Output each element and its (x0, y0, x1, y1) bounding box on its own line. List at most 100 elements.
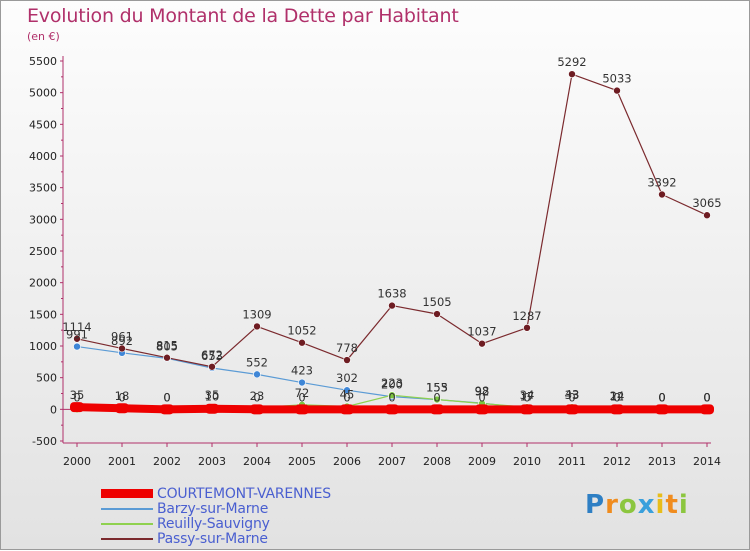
chart-title: Evolution du Montant de la Dette par Hab… (27, 5, 459, 27)
data-label: 0 (163, 390, 170, 404)
data-label: 0 (703, 390, 710, 404)
legend-swatch (101, 537, 153, 540)
series-marker (70, 402, 84, 413)
data-label: 0 (523, 390, 530, 404)
y-tick-label: 2000 (29, 277, 57, 290)
data-label: 34 (520, 388, 535, 402)
legend-item: Barzy-sur-Marne (101, 500, 331, 517)
data-label: 0 (613, 390, 620, 404)
x-tick-label: 2013 (648, 455, 676, 468)
series-marker (385, 404, 399, 415)
series-marker (163, 353, 171, 362)
data-label: 10 (205, 390, 220, 404)
series-marker (433, 395, 441, 404)
series-marker (523, 324, 531, 332)
x-tick-label: 2000 (63, 455, 91, 468)
series-marker (340, 404, 354, 415)
series-marker (343, 386, 351, 395)
series-line (76, 73, 708, 368)
x-tick-label: 2006 (333, 455, 361, 468)
series-marker (433, 310, 441, 318)
legend-swatch (101, 489, 153, 498)
data-label: 0 (388, 390, 395, 404)
data-label: 1114 (62, 320, 91, 334)
y-tick-label: 2500 (29, 245, 57, 258)
data-label: 0 (253, 390, 260, 404)
series-marker (118, 344, 126, 353)
data-label: 302 (336, 371, 358, 385)
series-marker (298, 378, 306, 387)
data-label: 0 (658, 390, 665, 404)
data-label: 17 (520, 389, 535, 403)
y-tick-label: 1500 (29, 308, 57, 321)
data-label: 24 (610, 389, 625, 403)
x-tick-label: 2005 (288, 455, 316, 468)
series-lines (76, 73, 708, 414)
data-label: 43 (565, 388, 580, 402)
data-label: 98 (475, 384, 490, 398)
legend-label: COURTEMONT-VARENNES (157, 485, 331, 502)
data-label: 0 (433, 390, 440, 404)
data-label: 35 (70, 388, 85, 402)
data-label: 0 (343, 390, 350, 404)
series-marker (703, 211, 711, 220)
y-tick-label: 3500 (29, 182, 57, 195)
data-label: 0 (703, 390, 710, 404)
data-label: 92 (475, 385, 490, 399)
series-marker (115, 403, 129, 414)
series-marker (253, 322, 261, 331)
series-marker (73, 342, 81, 351)
series-marker (73, 334, 81, 343)
series-marker (160, 404, 174, 415)
x-tick-label: 2004 (243, 455, 271, 468)
data-label: 0 (568, 390, 575, 404)
series-marker (520, 404, 534, 415)
data-label: 0 (298, 390, 305, 404)
data-label: 1505 (422, 295, 451, 309)
series-marker (658, 190, 666, 199)
data-label: 33 (565, 388, 580, 402)
series-marker (343, 356, 351, 364)
data-label: 423 (291, 364, 313, 378)
x-tick-label: 2003 (198, 455, 226, 468)
x-tick-labels: 2000 2001 2002 2003 2004 2005 2006 2007 2008 2009… (63, 455, 721, 468)
x-tick-label: 2012 (603, 455, 631, 468)
y-tick-label: -500 (32, 435, 57, 448)
data-label: 805 (156, 339, 178, 353)
proxiti-logo: Proxiti (585, 490, 689, 520)
data-label: 23 (250, 389, 265, 403)
x-tick-label: 2010 (513, 455, 541, 468)
data-label: 18 (115, 389, 130, 403)
legend-label: Barzy-sur-Marne (157, 500, 269, 517)
data-label: 12 (610, 390, 625, 404)
data-label: 200 (381, 378, 403, 392)
data-label: 3392 (647, 176, 676, 190)
x-tick-label: 2001 (108, 455, 136, 468)
data-label: 892 (111, 334, 133, 348)
data-label: 1052 (287, 324, 316, 338)
data-label: 153 (426, 381, 448, 395)
x-tick-label: 2009 (468, 455, 496, 468)
y-tick-label: 5000 (29, 87, 57, 100)
x-tick-label: 2002 (153, 455, 181, 468)
series-marker (388, 391, 396, 400)
data-label: 653 (201, 349, 223, 363)
y-tick-labels: -500 0 500 1000 1500 2000 2500 3000 3500 4000 4500… (29, 55, 57, 448)
data-label: 0 (658, 390, 665, 404)
data-label: 815 (156, 339, 178, 353)
data-label: 3065 (692, 196, 721, 210)
series-marker (655, 404, 669, 415)
legend-item: COURTEMONT-VARENNES (101, 485, 331, 502)
data-label: 35 (205, 388, 220, 402)
data-label: 5033 (602, 72, 631, 86)
data-label: 0 (163, 390, 170, 404)
data-label: 991 (66, 328, 88, 342)
data-label: 223 (381, 376, 403, 390)
data-label: 45 (340, 387, 355, 401)
data-label: 1287 (512, 309, 541, 323)
x-tick-label: 2011 (558, 455, 586, 468)
data-label: 961 (111, 329, 133, 343)
data-label: 0 (658, 390, 665, 404)
